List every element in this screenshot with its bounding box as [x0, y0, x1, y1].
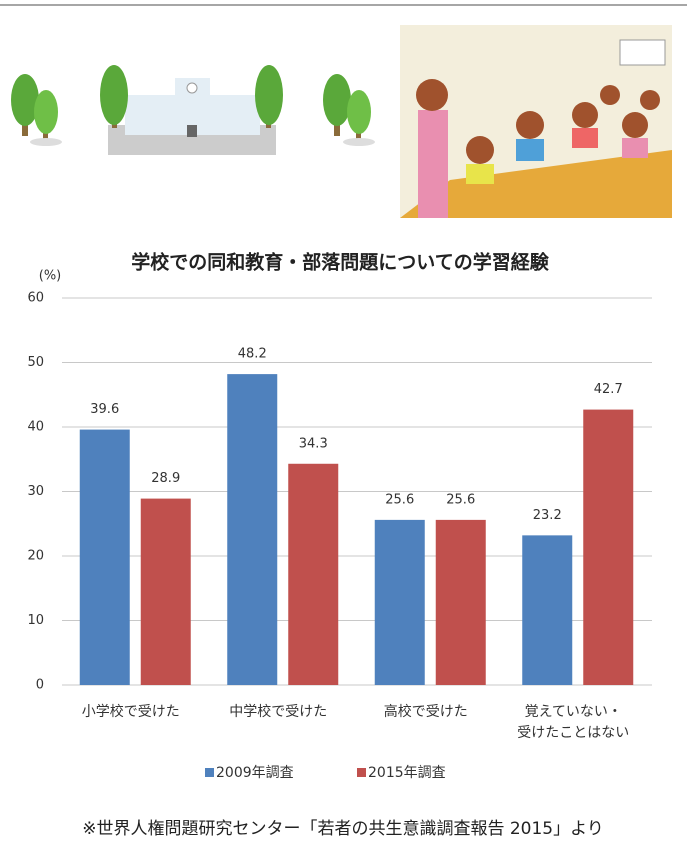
- data-label: 39.6: [90, 402, 119, 417]
- y-tick-label: 50: [27, 355, 44, 370]
- legend-swatch: [357, 768, 366, 777]
- y-tick-label: 20: [27, 549, 44, 564]
- legend-label: 2009年調査: [216, 765, 294, 781]
- bar: [522, 535, 572, 685]
- bar: [227, 374, 277, 685]
- data-label: 48.2: [238, 347, 267, 362]
- y-unit: (%): [39, 269, 62, 284]
- legend-swatch: [205, 768, 214, 777]
- bar: [375, 520, 425, 685]
- y-tick-label: 0: [36, 678, 44, 693]
- legend-label: 2015年調査: [368, 765, 446, 781]
- classroom-illustration: [400, 25, 672, 218]
- source-note: ※世界人権問題研究センター「若者の共生意識調査報告 2015」より: [82, 819, 604, 839]
- data-label: 23.2: [533, 508, 562, 523]
- y-tick-label: 30: [27, 484, 44, 499]
- page: 学校での同和教育・部落問題についての学習経験 (%) ※世界人権問題研究センター…: [0, 0, 687, 848]
- data-label: 25.6: [446, 492, 475, 507]
- x-tick-label: 中学校で受けた: [229, 703, 327, 720]
- data-label: 34.3: [299, 436, 328, 451]
- x-tick-label: 覚えていない・受けたことはない: [517, 704, 629, 741]
- y-tick-label: 60: [27, 291, 44, 306]
- bar: [141, 499, 191, 685]
- y-tick-label: 10: [27, 613, 44, 628]
- bar: [80, 430, 130, 685]
- x-tick-label: 高校で受けた: [384, 703, 468, 720]
- bar: [288, 464, 338, 685]
- chart: 学校での同和教育・部落問題についての学習経験 (%) ※世界人権問題研究センター…: [0, 0, 687, 848]
- y-tick-label: 40: [27, 420, 44, 435]
- bar: [583, 410, 633, 685]
- school-illustration: [11, 65, 375, 155]
- data-label: 28.9: [151, 471, 180, 486]
- x-tick-label: 小学校で受けた: [82, 703, 180, 720]
- data-label: 42.7: [594, 382, 623, 397]
- data-label: 25.6: [385, 492, 414, 507]
- bar: [436, 520, 486, 685]
- chart-title: 学校での同和教育・部落問題についての学習経験: [131, 251, 549, 274]
